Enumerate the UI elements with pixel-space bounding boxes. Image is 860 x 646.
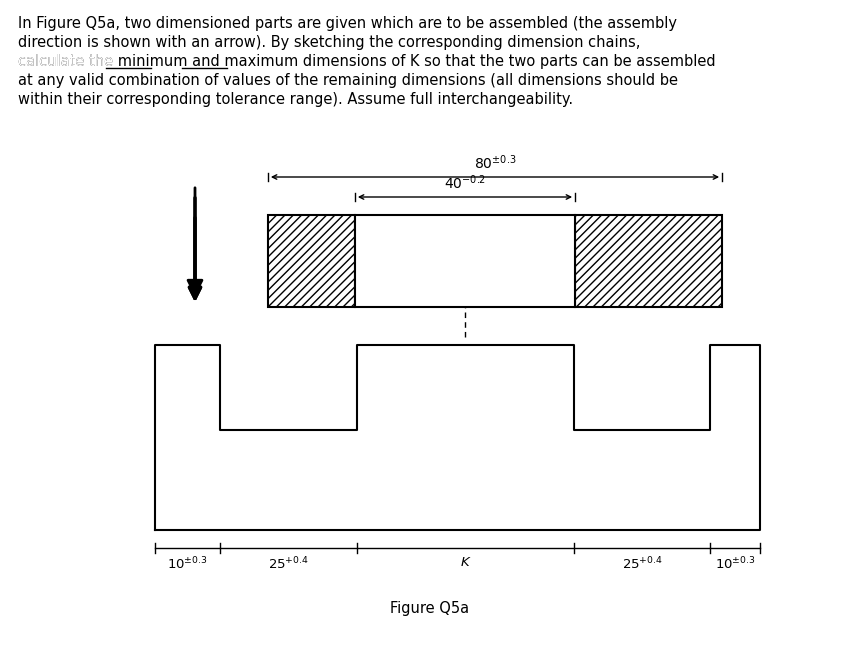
Text: calculate the: calculate the [18,54,118,69]
Bar [355,215,575,307]
Text: $25^{+0.4}$: $25^{+0.4}$ [268,556,309,572]
Text: calculate the minimum and maximum dimensions of K so that the two parts can be a: calculate the minimum and maximum dimens… [18,54,716,69]
Text: $10^{\pm0.3}$: $10^{\pm0.3}$ [167,556,208,572]
Text: $10^{\pm0.3}$: $10^{\pm0.3}$ [715,556,755,572]
Text: $40^{-0.2}$: $40^{-0.2}$ [444,173,486,192]
Text: $25^{+0.4}$: $25^{+0.4}$ [622,556,662,572]
Text: In Figure Q5a, two dimensioned parts are given which are to be assembled (the as: In Figure Q5a, two dimensioned parts are… [18,16,677,31]
Text: Figure Q5a: Figure Q5a [390,601,470,616]
Bar [575,215,722,307]
Text: direction is shown with an arrow). By sketching the corresponding dimension chai: direction is shown with an arrow). By sk… [18,35,641,50]
Text: $K$: $K$ [460,556,471,569]
Text: within their corresponding tolerance range). Assume full interchangeability.: within their corresponding tolerance ran… [18,92,573,107]
Text: $80^{\pm0.3}$: $80^{\pm0.3}$ [474,153,516,172]
Bar [268,215,355,307]
Text: at any valid combination of values of the remaining dimensions (all dimensions s: at any valid combination of values of th… [18,73,678,88]
